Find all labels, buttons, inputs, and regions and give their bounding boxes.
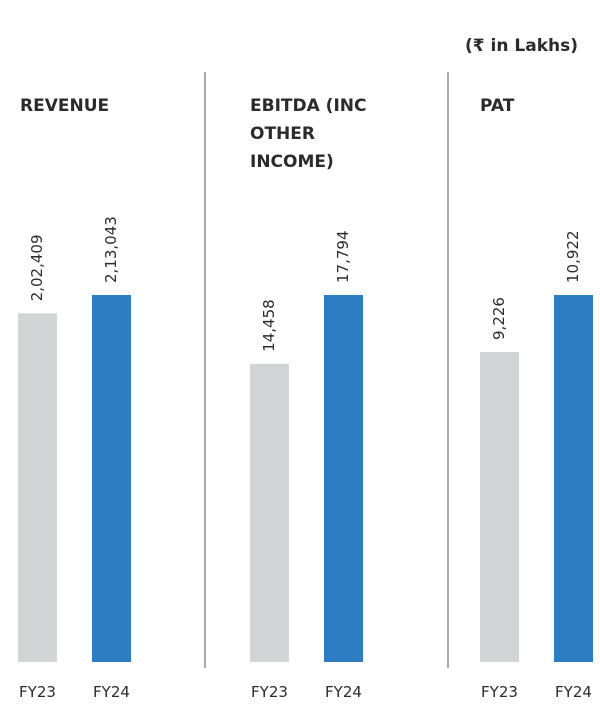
x-tick-label: FY24 <box>325 683 362 701</box>
value-label: 10,922 <box>564 230 582 283</box>
panel-title: REVENUE <box>20 96 110 116</box>
value-label: 2,13,043 <box>102 216 120 283</box>
unit-note: (₹ in Lakhs) <box>465 36 578 56</box>
panel-title: PAT <box>480 96 515 116</box>
panel-title: EBITDA (INC OTHER INCOME) <box>250 96 367 172</box>
x-tick-label: FY24 <box>93 683 130 701</box>
value-label: 17,794 <box>334 231 352 284</box>
bar <box>92 294 131 662</box>
bar <box>324 295 363 662</box>
bar <box>554 294 593 662</box>
value-label: 9,226 <box>490 297 508 340</box>
x-tick-label: FY23 <box>19 683 56 701</box>
bar <box>480 351 519 662</box>
value-label: 14,458 <box>260 299 278 352</box>
bar <box>18 313 57 662</box>
value-label: 2,02,409 <box>28 235 46 302</box>
x-tick-label: FY24 <box>555 683 592 701</box>
x-tick-label: FY23 <box>481 683 518 701</box>
x-tick-label: FY23 <box>251 683 288 701</box>
bar <box>250 363 289 662</box>
